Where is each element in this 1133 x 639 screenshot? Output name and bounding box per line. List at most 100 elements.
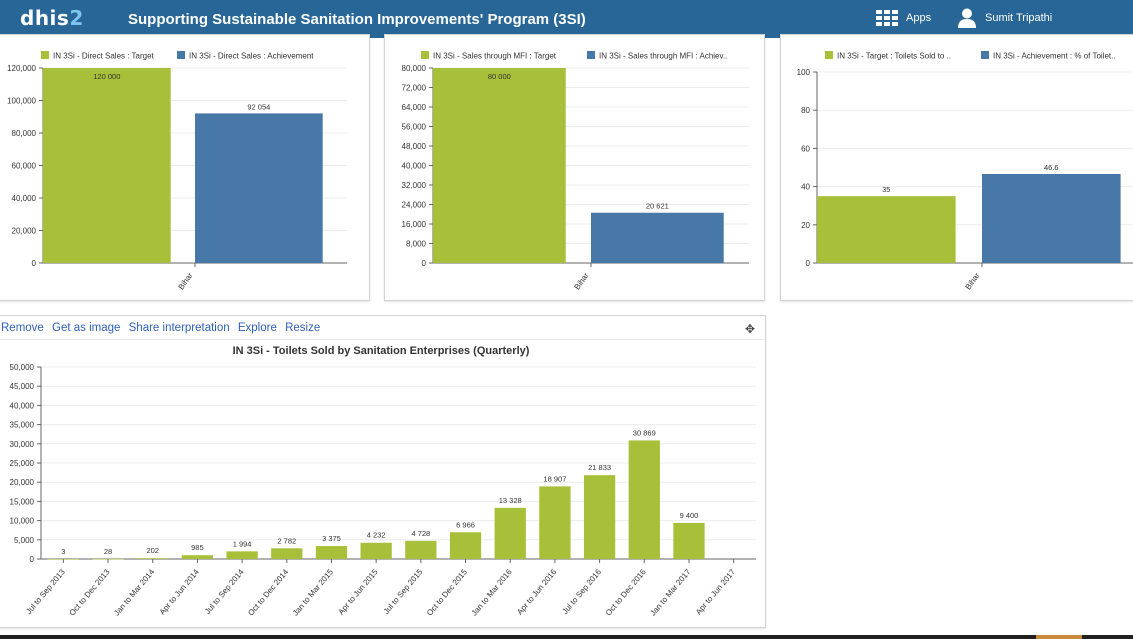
legend-label: IN 3Si - Direct Sales : Achievement <box>189 52 314 61</box>
mfi-sales-chart: IN 3Si - Sales through MFI : Target IN 3S… <box>402 51 749 292</box>
apps-grid-icon <box>876 10 898 26</box>
data-label: 20 621 <box>646 202 669 211</box>
chart-panel-quarterly: Remove Get as image Share interpretation… <box>0 315 766 628</box>
y-tick-label: 15,000 <box>10 497 35 506</box>
y-tick-label: 50,000 <box>10 363 35 372</box>
y-tick-label: 0 <box>422 259 427 268</box>
legend-swatch <box>587 51 595 59</box>
data-label: 2 782 <box>277 536 296 545</box>
x-tick-label: Jul to Sep 2016 <box>560 567 603 616</box>
bar <box>137 558 169 559</box>
get-as-image-link[interactable]: Get as image <box>52 322 121 334</box>
x-tick-label: Oct to Dec 2016 <box>604 567 648 617</box>
y-tick-label: 0 <box>32 259 37 268</box>
legend-swatch <box>825 51 833 59</box>
data-label: 30 869 <box>633 428 656 437</box>
resize-link[interactable]: Resize <box>285 322 321 334</box>
data-label: 80 000 <box>488 72 511 81</box>
bar <box>226 551 258 559</box>
chart-panel-toilets-target: IN 3Si - Target : Toilets Sold to .. IN 3… <box>780 34 1133 301</box>
legend-label: IN 3Si - Achievement : % of Toilet.. <box>993 52 1116 61</box>
x-tick-label: Apr to Jun 2017 <box>694 567 738 616</box>
y-tick-label: 60 <box>801 144 810 153</box>
bar <box>315 546 348 559</box>
explore-link[interactable]: Explore <box>237 322 277 334</box>
bar <box>817 196 956 263</box>
x-tick-label: Jul to Sep 2013 <box>24 567 67 616</box>
header-bar: dhis2 Supporting Sustainable Sanitation … <box>0 0 1133 38</box>
x-tick-label: Bihar <box>573 271 591 292</box>
legend-swatch <box>981 51 989 59</box>
y-tick-label: 20,000 <box>12 227 37 236</box>
y-tick-label: 16,000 <box>402 220 427 229</box>
y-tick-label: 80,000 <box>402 64 427 73</box>
y-tick-label: 24,000 <box>402 201 427 210</box>
data-label: 92 054 <box>247 102 270 111</box>
apps-label: Apps <box>906 12 932 24</box>
y-tick-label: 100,000 <box>7 97 36 106</box>
y-tick-label: 120,000 <box>7 64 36 73</box>
bar <box>583 475 616 559</box>
data-label: 13 328 <box>499 496 522 505</box>
data-label: 6 966 <box>456 520 475 529</box>
x-tick-label: Oct to Dec 2013 <box>68 567 112 617</box>
data-label: 120 000 <box>93 72 120 81</box>
y-tick-label: 0 <box>30 555 35 564</box>
legend-label: IN 3Si - Target : Toilets Sold to .. <box>837 52 951 61</box>
y-tick-label: 64,000 <box>402 103 427 112</box>
y-tick-label: 40,000 <box>402 162 427 171</box>
y-tick-label: 35,000 <box>10 421 35 430</box>
x-tick-label: Oct to Dec 2015 <box>425 567 469 617</box>
apps-menu-button[interactable]: Apps <box>876 10 931 26</box>
bar <box>628 440 660 559</box>
x-tick-label: Bihar <box>177 271 195 292</box>
y-tick-label: 45,000 <box>10 382 35 391</box>
share-interpretation-link[interactable]: Share interpretation <box>128 322 230 334</box>
bar <box>405 540 437 559</box>
y-tick-label: 32,000 <box>402 181 427 190</box>
move-icon[interactable]: ✥ <box>744 322 755 336</box>
data-label: 21 833 <box>588 463 611 472</box>
legend-label: IN 3Si - Sales through MFI : Target <box>433 52 557 61</box>
y-tick-label: 40,000 <box>12 194 37 203</box>
dhis2-logo[interactable]: dhis2 <box>20 6 84 30</box>
y-tick-label: 5,000 <box>14 536 35 545</box>
y-tick-label: 72,000 <box>402 84 427 93</box>
x-tick-label: Jan to Mar 2016 <box>470 567 514 617</box>
data-label: 35 <box>882 185 890 194</box>
x-tick-label: Jan to Mar 2014 <box>112 567 156 617</box>
legend-label: IN 3Si - Sales through MFI : Achiev.. <box>599 52 727 61</box>
user-icon <box>958 8 976 28</box>
y-tick-label: 56,000 <box>402 123 427 132</box>
bar <box>449 532 482 559</box>
chart-panel-direct-sales: IN 3Si - Direct Sales : Target IN 3Si - D… <box>0 34 370 301</box>
y-tick-label: 30,000 <box>10 440 35 449</box>
y-tick-label: 60,000 <box>12 162 37 171</box>
remove-link[interactable]: Remove <box>1 322 44 334</box>
y-tick-label: 25,000 <box>10 459 35 468</box>
data-label: 985 <box>191 543 204 552</box>
data-label: 28 <box>104 547 112 556</box>
bar <box>539 486 571 559</box>
bar <box>433 68 566 263</box>
data-label: 1 994 <box>233 539 252 548</box>
bar <box>360 542 392 559</box>
y-tick-label: 40 <box>801 183 810 192</box>
y-tick-label: 20 <box>801 221 810 230</box>
y-tick-label: 80 <box>801 106 810 115</box>
user-profile-button[interactable]: Sumit Tripathi <box>958 8 1052 28</box>
x-tick-label: Bihar <box>964 271 982 292</box>
bar <box>181 555 214 559</box>
data-label: 4 232 <box>367 531 386 540</box>
x-tick-label: Jan to Mar 2017 <box>648 567 692 617</box>
bar <box>673 522 705 559</box>
bar <box>591 212 724 263</box>
legend-label: IN 3Si - Direct Sales : Target <box>53 52 155 61</box>
data-label: 4 728 <box>411 529 430 538</box>
quarterly-chart-title: IN 3Si - Toilets Sold by Sanitation Ente… <box>232 345 530 357</box>
direct-sales-chart: IN 3Si - Direct Sales : Target IN 3Si - D… <box>7 51 347 292</box>
panel-actions: Remove Get as image Share interpretation… <box>1 322 325 334</box>
x-tick-label: Apr to Jun 2016 <box>515 567 559 616</box>
data-label: 18 907 <box>543 474 566 483</box>
x-tick-label: Jul to Sep 2014 <box>203 567 246 616</box>
